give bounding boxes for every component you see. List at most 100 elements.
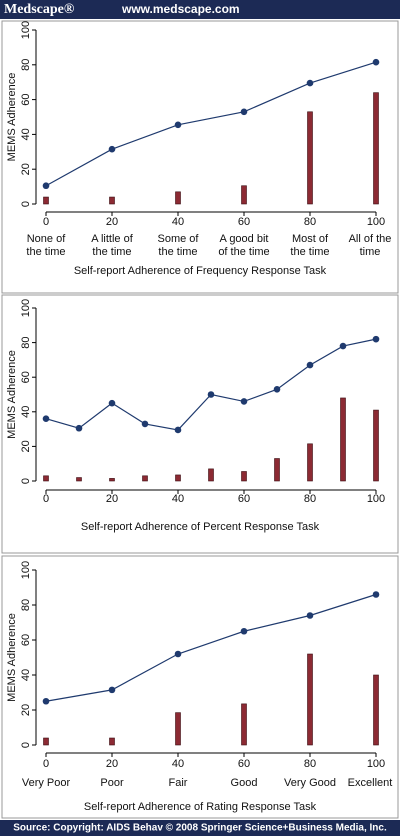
bar xyxy=(241,471,247,482)
url: www.medscape.com xyxy=(121,2,240,16)
bar xyxy=(241,185,247,205)
bar xyxy=(142,475,148,482)
bar xyxy=(109,196,115,205)
category-label: the time xyxy=(26,246,65,258)
x-tick-label: 60 xyxy=(238,216,250,228)
x-tick-label: 100 xyxy=(367,758,385,770)
y-tick-label: 80 xyxy=(20,336,32,348)
point xyxy=(141,420,149,428)
x-tick-label: 80 xyxy=(304,493,316,505)
bar xyxy=(373,674,379,746)
bar xyxy=(307,653,313,746)
bar xyxy=(109,737,115,746)
x-axis-title: Self-report Adherence of Frequency Respo… xyxy=(74,265,327,277)
category-label: the time xyxy=(92,246,131,258)
point xyxy=(306,612,314,619)
category-label: A good bit xyxy=(220,233,269,245)
bar xyxy=(307,111,313,205)
y-tick-label: 100 xyxy=(20,299,32,317)
line xyxy=(45,593,377,702)
point xyxy=(174,650,182,658)
y-axis-title: MEMS Adherence xyxy=(6,73,18,162)
point xyxy=(240,108,248,116)
x-tick-label: 0 xyxy=(43,216,49,228)
point xyxy=(108,686,116,694)
y-tick-label: 20 xyxy=(20,440,32,452)
y-tick-label: 0 xyxy=(20,742,32,748)
category-label: of the time xyxy=(218,246,269,258)
bar xyxy=(175,712,181,746)
y-tick-label: 60 xyxy=(20,371,32,383)
bar xyxy=(43,196,49,205)
point xyxy=(306,361,314,369)
category-label: Some of xyxy=(158,233,200,245)
y-axis-title: MEMS Adherence xyxy=(6,350,18,439)
y-tick-label: 100 xyxy=(20,561,32,579)
x-axis-title: Self-report Adherence of Rating Response… xyxy=(84,801,317,813)
footer-bar xyxy=(0,820,400,836)
point xyxy=(372,335,380,343)
y-tick-label: 40 xyxy=(20,669,32,681)
x-tick-label: 80 xyxy=(304,758,316,770)
category-label: Very Poor xyxy=(22,777,71,789)
category-label: Fair xyxy=(169,777,188,789)
point xyxy=(108,399,116,407)
y-tick-label: 20 xyxy=(20,704,32,716)
point xyxy=(306,79,314,87)
x-tick-label: 100 xyxy=(367,493,385,505)
x-tick-label: 20 xyxy=(106,216,118,228)
bar xyxy=(373,409,379,482)
x-tick-label: 40 xyxy=(172,493,184,505)
line xyxy=(45,61,377,187)
y-tick-label: 60 xyxy=(20,634,32,646)
bar xyxy=(307,443,313,482)
bar xyxy=(109,478,115,482)
x-tick-label: 0 xyxy=(43,493,49,505)
point xyxy=(174,121,182,129)
x-tick-label: 60 xyxy=(238,758,250,770)
x-tick-label: 20 xyxy=(106,758,118,770)
category-label: the time xyxy=(290,246,329,258)
y-tick-label: 80 xyxy=(20,599,32,611)
point xyxy=(372,591,380,598)
point xyxy=(273,386,281,393)
point xyxy=(42,415,50,423)
x-tick-label: 20 xyxy=(106,493,118,505)
point xyxy=(207,391,215,398)
point xyxy=(339,342,347,350)
bar xyxy=(76,477,82,482)
brand: Medscape® xyxy=(4,2,75,17)
point xyxy=(372,58,380,66)
panel-frame xyxy=(1,20,399,294)
bar xyxy=(43,475,49,482)
bar xyxy=(241,703,247,746)
category-label: A little of xyxy=(91,233,134,245)
y-axis-title: MEMS Adherence xyxy=(6,613,18,702)
x-tick-label: 60 xyxy=(238,493,250,505)
point xyxy=(42,182,50,190)
bar xyxy=(373,92,379,205)
x-tick-label: 0 xyxy=(43,758,49,770)
bar xyxy=(208,468,214,482)
x-tick-label: 80 xyxy=(304,216,316,228)
bar xyxy=(175,474,181,482)
bar xyxy=(340,397,346,482)
category-label: Very Good xyxy=(284,777,336,789)
y-tick-label: 20 xyxy=(20,163,32,175)
line xyxy=(45,338,377,431)
x-tick-label: 100 xyxy=(367,216,385,228)
point xyxy=(108,145,116,153)
bar xyxy=(43,737,49,746)
x-axis-title: Self-report Adherence of Percent Respons… xyxy=(81,521,320,533)
y-tick-label: 40 xyxy=(20,128,32,140)
y-tick-label: 40 xyxy=(20,406,32,418)
point xyxy=(240,398,248,405)
category-label: the time xyxy=(158,246,197,258)
panel-frame xyxy=(1,555,399,819)
bar xyxy=(274,458,280,482)
category-label: Poor xyxy=(100,777,124,789)
category-label: All of the xyxy=(349,233,392,245)
category-label: Most of xyxy=(292,233,329,245)
point xyxy=(174,426,182,434)
